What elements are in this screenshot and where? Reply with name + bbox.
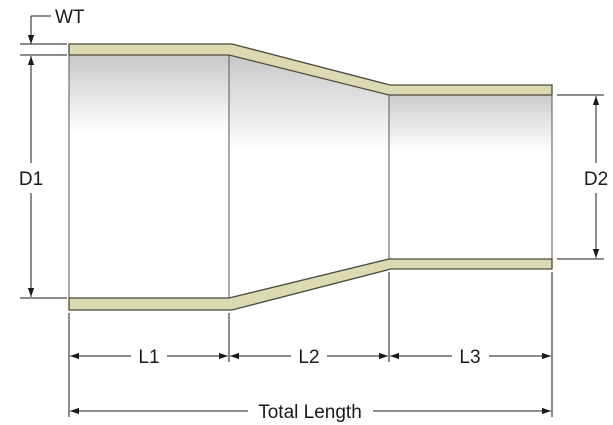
section-edges — [68, 55, 553, 298]
dimension-labels: WT D1 D2 L1 L2 L3 Total Length — [19, 7, 608, 423]
pipe-walls — [68, 43, 553, 311]
l3-label: L3 — [459, 347, 480, 368]
pipe-interior — [69, 55, 552, 298]
l2-label: L2 — [298, 347, 319, 368]
taper-section-interior — [229, 55, 389, 298]
dimension-lines — [20, 15, 604, 417]
wt-label: WT — [55, 7, 85, 28]
total-length-label: Total Length — [258, 402, 362, 423]
l1-label: L1 — [138, 347, 159, 368]
d2-label: D2 — [584, 169, 608, 190]
d1-label: D1 — [19, 169, 43, 190]
outlet-section-interior — [389, 95, 552, 259]
top-wall — [68, 43, 553, 96]
bottom-wall — [68, 258, 553, 311]
inlet-section-interior — [69, 55, 229, 298]
